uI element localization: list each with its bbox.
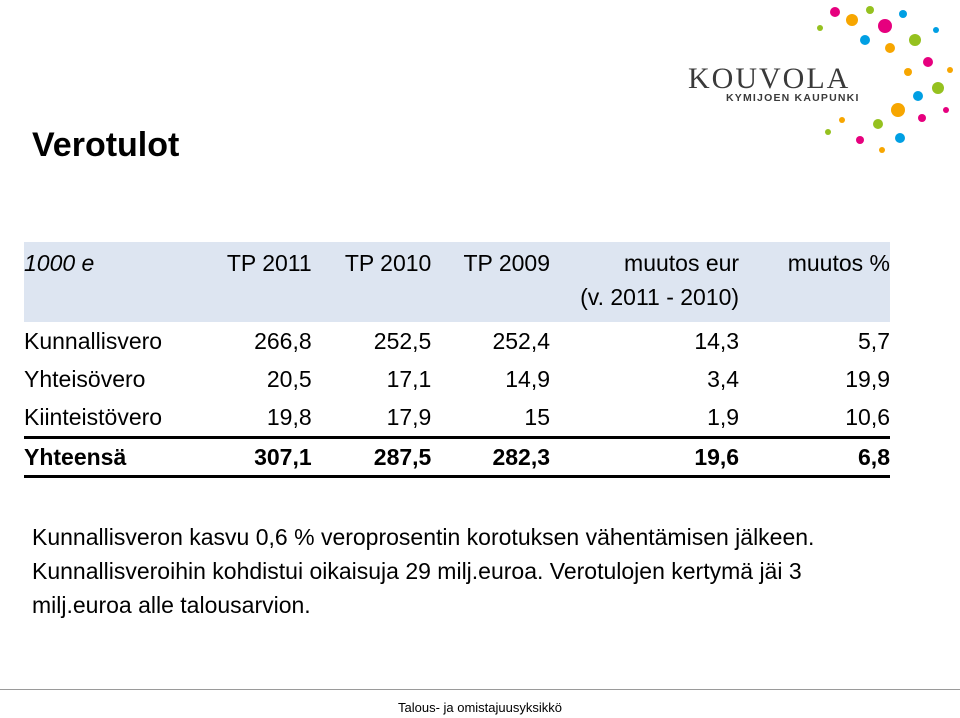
logo-wordmark: KOUVOLA: [688, 62, 851, 95]
cell-change-pct: 19,9: [845, 365, 890, 392]
cell-change-pct: 10,6: [845, 403, 890, 430]
cell-tp2009: 252,4: [492, 327, 551, 354]
summary-paragraph: Kunnallisveron kasvu 0,6 % veroprosentin…: [32, 524, 815, 618]
header-change-eur-sub: (v. 2011 - 2010): [580, 284, 740, 310]
table-row: Kunnallisvero 266,8 252,5 252,4 14,3 5,7: [24, 322, 890, 360]
total-change-pct: 6,8: [739, 436, 890, 478]
cell-tp2009: 14,9: [505, 365, 551, 392]
total-tp2009: 282,3: [431, 436, 551, 478]
table-header-subrow: (v. 2011 - 2010): [24, 284, 890, 322]
cell-change-eur: 3,4: [707, 365, 740, 392]
cell-tp2011: 19,8: [266, 403, 312, 430]
table-total-row: Yhteensä 307,1 287,5 282,3 19,6 6,8: [24, 436, 890, 478]
row-label: Yhteisövero: [24, 365, 146, 392]
cell-change-eur: 1,9: [707, 403, 740, 430]
kouvola-logo-dots: [817, 6, 953, 153]
table-row: Kiinteistövero 19,8 17,9 15 1,9 10,6: [24, 398, 890, 438]
footer-text: Talous- ja omistajuusyksikkö: [397, 700, 562, 715]
cell-tp2011: 20,5: [266, 365, 312, 392]
total-change-eur: 19,6: [550, 436, 740, 478]
cell-change-pct: 5,7: [858, 327, 890, 354]
table-row: Yhteisövero 20,5 17,1 14,9 3,4 19,9: [24, 360, 890, 398]
cell-tp2011: 266,8: [254, 327, 312, 354]
header-tp2009: TP 2009: [463, 250, 551, 276]
cell-change-eur: 14,3: [694, 327, 740, 354]
row-label: Kunnallisvero: [24, 327, 163, 354]
header-change-pct: muutos %: [787, 250, 890, 276]
cell-tp2010: 252,5: [373, 327, 432, 354]
cell-tp2010: 17,9: [386, 403, 432, 430]
header-tp2011: TP 2011: [226, 250, 312, 276]
header-change-eur: muutos eur: [624, 250, 740, 276]
logo-tagline: KYMIJOEN KAUPUNKI: [726, 92, 860, 104]
total-label: Yhteensä: [24, 436, 212, 478]
row-label: Kiinteistövero: [24, 403, 163, 430]
table-header-row: 1000 e TP 2011 TP 2010 TP 2009 muutos eu…: [24, 242, 890, 284]
tax-revenue-table: 1000 e TP 2011 TP 2010 TP 2009 muutos eu…: [24, 242, 890, 478]
page-title: Verotulot: [32, 126, 180, 164]
footer-divider: [0, 689, 960, 690]
header-tp2010: TP 2010: [344, 250, 432, 276]
header-unit: 1000 e: [24, 250, 95, 276]
cell-tp2010: 17,1: [386, 365, 432, 392]
total-tp2010: 287,5: [311, 436, 432, 478]
cell-tp2009: 15: [524, 403, 551, 430]
total-tp2011: 307,1: [211, 436, 312, 478]
